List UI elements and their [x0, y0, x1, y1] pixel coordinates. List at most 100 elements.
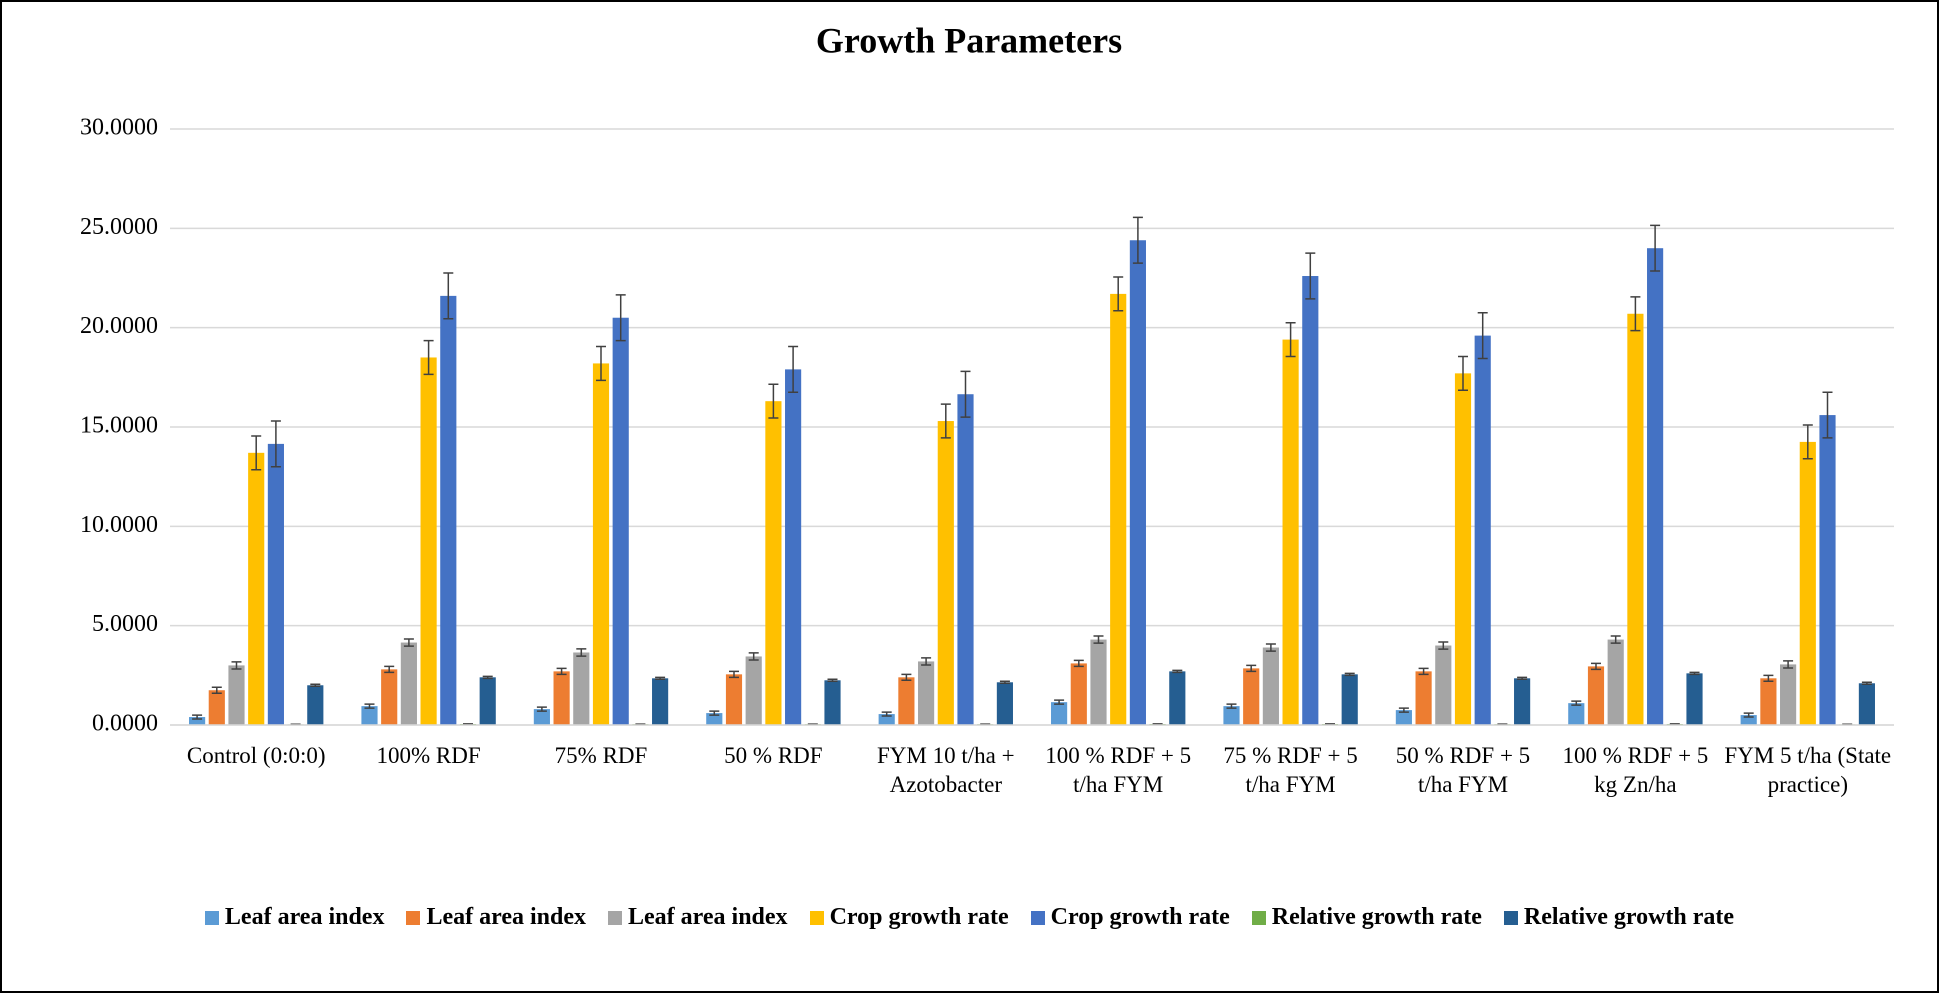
bar	[1454, 373, 1472, 725]
chart-title: Growth Parameters	[816, 20, 1122, 60]
error-bar	[709, 710, 720, 716]
bar	[1169, 671, 1186, 725]
error-bar	[999, 680, 1010, 685]
error-bar	[556, 667, 567, 676]
legend-item: Leaf area index	[204, 904, 385, 931]
bar	[1302, 276, 1319, 725]
legend-label: Crop growth rate	[1050, 904, 1230, 930]
bar	[1760, 678, 1777, 725]
bar	[1090, 639, 1107, 725]
error-bar	[310, 683, 321, 688]
bar	[937, 421, 954, 725]
error-bar	[1073, 659, 1084, 668]
legend-swatch	[406, 910, 421, 925]
x-tick-label: Control (0:0:0)	[186, 743, 326, 768]
error-bar	[1418, 667, 1429, 676]
y-tick-label: 15.0000	[80, 413, 158, 439]
error-bar	[1630, 296, 1641, 332]
bar	[440, 295, 457, 725]
x-tick-label: 100 % RDF + 5 t/ha FYM	[1045, 743, 1192, 797]
y-tick-label: 10.0000	[80, 512, 158, 538]
error-bar	[1246, 664, 1257, 673]
error-bar	[1093, 635, 1104, 644]
error-bar	[1285, 321, 1296, 358]
legend-label: Leaf area index	[426, 904, 587, 930]
bar	[1223, 706, 1240, 725]
error-bar	[1571, 700, 1582, 706]
error-bar	[1458, 355, 1468, 391]
error-bar	[576, 648, 587, 657]
error-bar	[1610, 635, 1621, 644]
error-bar	[827, 678, 838, 683]
bar	[1395, 710, 1412, 725]
error-bar	[1783, 660, 1794, 669]
error-bar	[423, 339, 434, 376]
error-bar	[1477, 312, 1488, 360]
y-tick-label: 0.0000	[92, 711, 158, 737]
legend: Leaf area index Leaf area index Leaf area …	[0, 904, 1939, 931]
bar	[878, 714, 895, 725]
bar	[1627, 313, 1644, 725]
x-tick-label: 75% RDF	[554, 743, 648, 768]
bar	[248, 452, 265, 725]
error-bar	[1265, 643, 1276, 652]
bar	[1051, 702, 1068, 725]
error-bar	[384, 665, 395, 674]
error-bar	[1172, 669, 1183, 674]
bar	[765, 401, 782, 725]
legend-swatch	[809, 910, 824, 925]
bar	[592, 363, 610, 725]
error-bar	[728, 670, 739, 679]
bar	[1282, 339, 1299, 725]
y-tick-label: 30.0000	[80, 115, 158, 141]
legend-item: Relative growth rate	[1251, 904, 1482, 931]
error-bar	[1861, 681, 1872, 686]
y-tick-label: 25.0000	[80, 214, 158, 240]
legend-item: Crop growth rate	[1030, 904, 1230, 931]
bar	[1568, 703, 1585, 725]
legend-label: Leaf area index	[224, 904, 385, 930]
error-bar	[192, 714, 203, 720]
legend-item: Leaf area index	[608, 904, 788, 931]
bar	[228, 665, 245, 725]
error-bar	[1398, 707, 1409, 713]
bar	[706, 713, 723, 725]
bar	[957, 394, 974, 725]
error-bar	[1305, 252, 1316, 300]
legend-swatch	[608, 910, 623, 925]
error-bar	[940, 403, 951, 439]
error-bar	[482, 675, 493, 680]
legend-swatch	[1030, 910, 1045, 925]
y-tick-label: 20.0000	[80, 313, 158, 339]
error-bar	[1344, 672, 1355, 677]
bar	[1474, 335, 1491, 725]
error-bar	[921, 657, 932, 666]
x-tick-label: 100% RDF	[376, 743, 481, 768]
bar	[1129, 240, 1146, 725]
error-bar	[1226, 703, 1237, 709]
bar	[725, 674, 743, 725]
bar	[553, 671, 570, 725]
error-bar	[1743, 712, 1754, 718]
bar	[1858, 683, 1875, 725]
bar	[208, 690, 225, 725]
bar	[824, 680, 841, 725]
legend-swatch	[1503, 910, 1518, 925]
bar	[267, 443, 284, 725]
bar	[785, 369, 802, 725]
error-bar	[1650, 224, 1661, 272]
legend-item: Crop growth rate	[809, 904, 1009, 931]
bar	[381, 669, 398, 725]
legend-item: Leaf area index	[406, 904, 586, 931]
error-bar	[364, 703, 375, 709]
bar	[479, 677, 496, 725]
bar	[307, 685, 324, 725]
error-bar	[748, 652, 759, 661]
legend-item: Relative growth rate	[1503, 904, 1734, 931]
y-tick-label: 5.0000	[92, 611, 158, 637]
bar	[1819, 415, 1836, 725]
error-bar	[881, 711, 892, 717]
error-bar	[768, 383, 779, 419]
bar	[1799, 441, 1816, 725]
